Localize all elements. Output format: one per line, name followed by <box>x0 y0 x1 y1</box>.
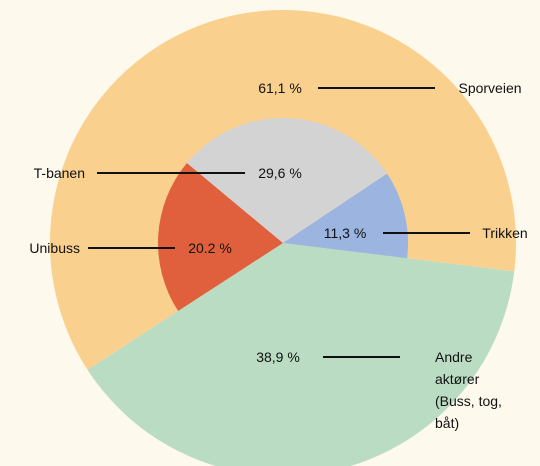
category-label: Andre aktører (Buss, tog, båt) <box>435 349 502 431</box>
category-label: Unibuss <box>29 240 80 256</box>
category-label: Trikken <box>482 225 528 241</box>
value-label: 38,9 % <box>256 349 300 365</box>
inner-slice <box>158 163 283 312</box>
value-label: 29,6 % <box>258 165 302 181</box>
inner-slice <box>186 118 388 243</box>
value-label: 11,3 % <box>323 225 367 241</box>
value-label: 20.2 % <box>188 240 232 256</box>
value-label: 61,1 % <box>258 80 302 96</box>
outer-slice <box>87 243 515 466</box>
inner-slice <box>283 173 408 259</box>
category-label: Sporveien <box>458 80 522 96</box>
category-label: T-banen <box>33 165 85 181</box>
